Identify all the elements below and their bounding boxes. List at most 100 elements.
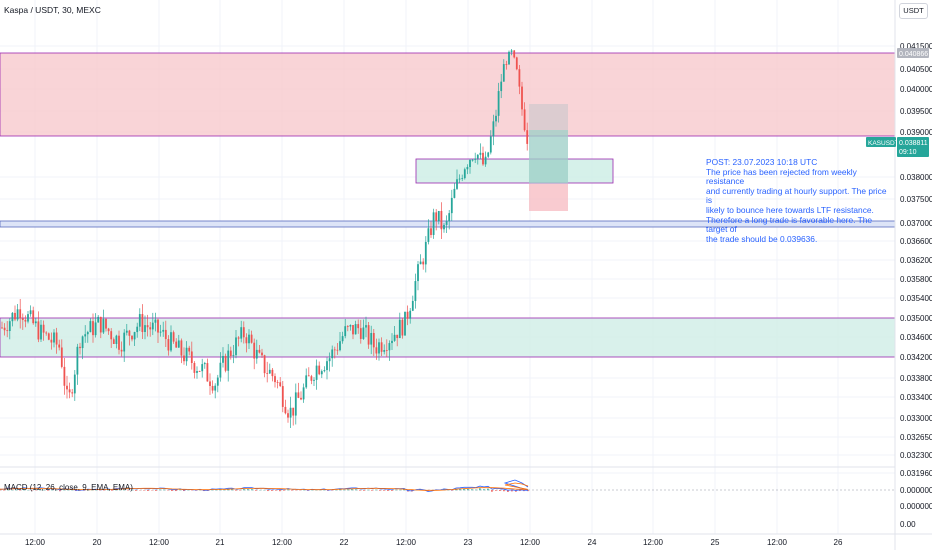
price-axis[interactable]: 0.041500 0.040500 0.040000 0.039500 0.039000…	[900, 42, 932, 478]
macd-histogram-bar	[391, 490, 393, 491]
macd-label: MACD (12, 26, close, 9, EMA, EMA)	[4, 483, 133, 492]
macd-histogram-bar	[123, 489, 125, 491]
candle-body	[354, 324, 357, 335]
macd-histogram-bar	[395, 489, 397, 491]
macd-histogram-bar	[219, 489, 221, 491]
candle-body	[250, 334, 253, 343]
candle-body	[310, 376, 313, 381]
candle-body	[323, 370, 326, 372]
candle-body	[232, 355, 235, 356]
candle-body	[440, 210, 443, 230]
candle-body	[292, 407, 295, 416]
time-tick-label: 22	[340, 538, 349, 547]
candle-body	[349, 325, 352, 327]
candle-body	[167, 339, 170, 351]
macd-histogram-bar	[159, 489, 161, 491]
candle-body	[375, 347, 378, 354]
time-tick-label: 12:00	[643, 538, 664, 547]
time-tick-label: 21	[216, 538, 225, 547]
price-tick-label: 0.041500	[900, 42, 932, 51]
candle-body	[45, 332, 48, 334]
macd-pane	[0, 479, 529, 492]
candle-body	[474, 158, 477, 160]
price-tick-label: 0.033400	[900, 393, 932, 402]
candle-body	[396, 334, 399, 339]
candle-body	[157, 319, 159, 333]
price-tick-label: 0.032300	[900, 451, 932, 460]
candle-body	[279, 382, 282, 387]
macd-histogram-bar	[175, 490, 177, 492]
macd-histogram-bar	[71, 489, 73, 491]
macd-histogram-bar	[115, 489, 117, 491]
time-tick-label: 12:00	[272, 538, 293, 547]
candle-body	[107, 328, 110, 332]
candle-body	[419, 261, 422, 265]
macd-histogram-bar	[143, 490, 145, 491]
candle-body	[76, 346, 79, 375]
candle-body	[180, 340, 183, 356]
candle-body	[362, 327, 365, 339]
candle-body	[427, 228, 430, 242]
candle-body	[63, 366, 66, 386]
macd-histogram-bar	[279, 490, 281, 492]
macd-histogram-bar	[479, 488, 481, 491]
macd-histogram-bar	[111, 490, 113, 491]
macd-histogram-bar	[375, 489, 377, 491]
candle-body	[417, 264, 419, 282]
candle-body	[388, 343, 391, 351]
candle-body	[430, 228, 432, 235]
macd-histogram-bar	[459, 488, 461, 491]
price-tick-label: 0.036200	[900, 256, 932, 265]
time-tick-label: 12:00	[520, 538, 541, 547]
candle-body	[500, 81, 503, 92]
time-tick-label: 24	[588, 538, 597, 547]
candle-body	[164, 329, 167, 340]
candle-body	[149, 327, 152, 330]
currency-button[interactable]: USDT	[899, 3, 928, 19]
candle-body	[359, 328, 362, 339]
candle-body	[380, 342, 383, 352]
macd-histogram-bar	[363, 490, 365, 491]
macd-histogram-bar	[339, 489, 341, 491]
candle-body	[177, 340, 180, 348]
candle-body	[115, 335, 118, 344]
candle-body	[86, 332, 89, 335]
time-tick-label: 20	[93, 538, 102, 547]
long-position-profit	[529, 130, 568, 183]
candle-body	[502, 64, 505, 82]
macd-tick-label: 0.000000	[900, 486, 932, 495]
candle-body	[297, 392, 300, 398]
macd-histogram-bar	[231, 489, 233, 491]
macd-histogram-bar	[255, 490, 257, 491]
candle-body	[170, 332, 172, 351]
candle-body	[328, 358, 331, 362]
macd-histogram-bar	[135, 490, 137, 491]
macd-histogram-bar	[359, 490, 361, 491]
candle-body	[227, 350, 230, 371]
macd-histogram-bar	[223, 489, 225, 491]
candle-body	[123, 332, 126, 352]
candle-body	[432, 212, 435, 235]
candle-body	[203, 363, 206, 365]
macd-histogram-bar	[287, 489, 289, 491]
candle-body	[40, 324, 42, 340]
macd-histogram-bar	[267, 490, 269, 492]
macd-histogram-bar	[39, 489, 41, 491]
macd-histogram-bar	[119, 489, 121, 491]
hourly-support-zone	[415, 158, 614, 184]
candle-body	[34, 321, 37, 324]
candle-body	[276, 382, 279, 383]
candle-body	[289, 407, 292, 418]
candle-body	[211, 385, 214, 391]
time-axis[interactable]: 12:00 20 12:00 21 12:00 22 12:00 23 12:00 24 12:00…	[25, 538, 843, 547]
candle-body	[508, 51, 510, 65]
note-line: the trade should be 0.039636.	[706, 233, 818, 244]
candle-body	[284, 406, 287, 414]
candle-body	[424, 241, 427, 265]
macd-histogram-bar	[107, 489, 109, 491]
candle-body	[365, 325, 367, 328]
candle-body	[357, 324, 360, 329]
candle-body	[154, 319, 157, 323]
candle-body	[268, 369, 271, 374]
